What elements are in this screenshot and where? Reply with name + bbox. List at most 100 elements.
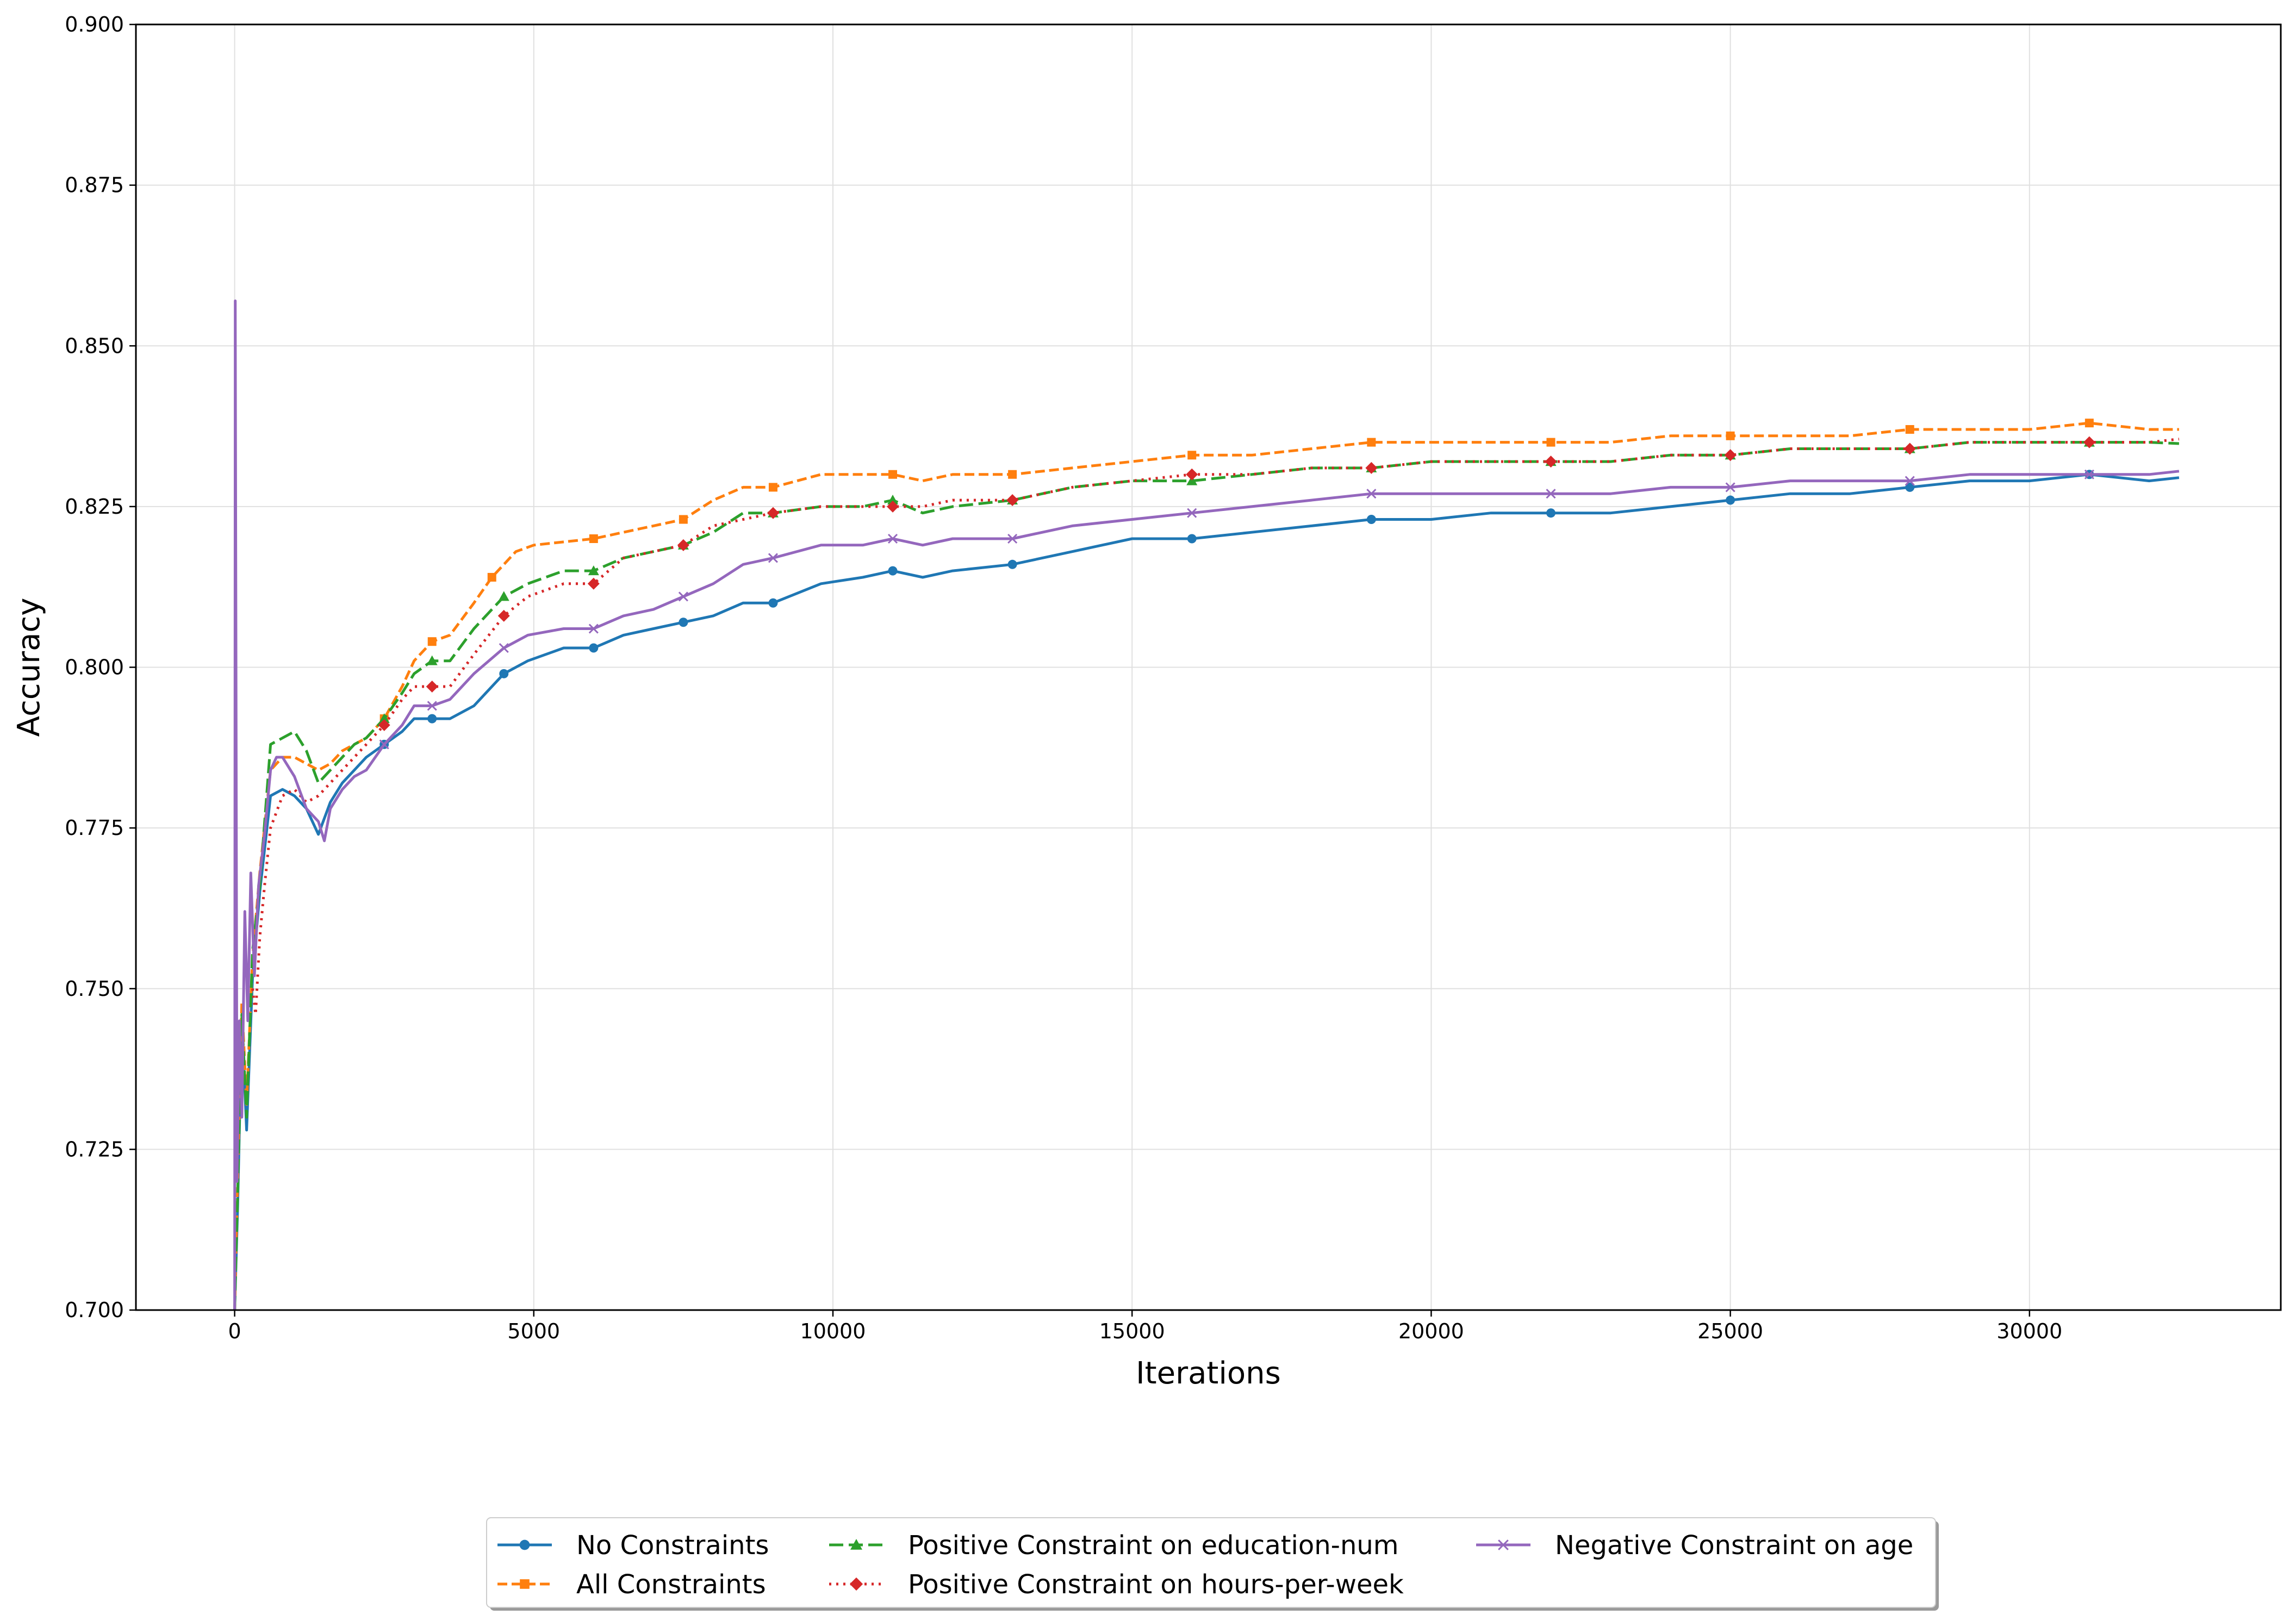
x-tick-label: 15000	[1099, 1319, 1165, 1343]
data-point	[1546, 489, 1556, 499]
x-tick-label: 20000	[1398, 1319, 1464, 1343]
data-point	[887, 495, 899, 505]
y-tick-label: 0.850	[65, 334, 124, 358]
data-point	[767, 507, 779, 519]
data-point	[1365, 462, 1378, 474]
series-line	[233, 300, 2180, 1311]
y-tick-label: 0.875	[65, 173, 124, 197]
legend-entry: All Constraints	[497, 1569, 766, 1600]
legend-entry: No Constraints	[497, 1530, 769, 1561]
x-tick-label: 25000	[1697, 1319, 1763, 1343]
data-point	[2084, 469, 2094, 479]
series-layer	[233, 300, 2180, 1311]
series-5	[233, 300, 2180, 1311]
data-point	[487, 572, 496, 582]
data-point	[1905, 482, 1915, 492]
data-point	[679, 515, 688, 524]
y-tick-label: 0.825	[65, 495, 124, 519]
data-point	[1546, 438, 1555, 447]
y-tick-label: 0.725	[65, 1137, 124, 1161]
data-point	[1007, 559, 1017, 569]
data-point	[426, 655, 438, 665]
data-point	[768, 598, 778, 608]
legend-label: No Constraints	[576, 1530, 769, 1561]
data-point	[1725, 482, 1735, 492]
data-point	[1903, 442, 1916, 455]
legend-marker	[850, 1539, 862, 1550]
data-point	[1724, 449, 1737, 462]
series-line	[233, 473, 2180, 1311]
legend-box	[486, 1517, 1936, 1608]
x-axis-label: Iterations	[1136, 1356, 1281, 1391]
data-point	[887, 500, 899, 513]
legend-label: All Constraints	[576, 1569, 766, 1600]
data-point	[588, 624, 599, 634]
x-tick-label: 0	[228, 1319, 241, 1343]
data-point	[427, 714, 437, 724]
legend-entry: Negative Constraint on age	[1476, 1530, 1913, 1561]
x-tick-label: 10000	[800, 1319, 866, 1343]
series-line	[251, 438, 2180, 1016]
x-axis: 0 5000 10000 15000 20000 25000 30000	[228, 1310, 2062, 1343]
legend-entry: Positive Constraint on education-num	[829, 1530, 1399, 1561]
y-tick-label: 0.800	[65, 656, 124, 679]
legend-label: Positive Constraint on hours-per-week	[908, 1569, 1404, 1600]
data-point	[427, 637, 437, 646]
data-point	[499, 643, 509, 653]
data-point	[1545, 456, 1557, 468]
data-point	[589, 643, 599, 653]
data-point	[679, 618, 688, 627]
data-point	[497, 609, 510, 622]
data-point	[768, 553, 779, 563]
y-tick-label: 0.750	[65, 977, 124, 1001]
data-point	[426, 680, 438, 693]
y-axis: 0.700 0.725 0.750 0.775 0.800 0.825 0.850 0.875…	[65, 13, 136, 1322]
legend: No Constraints All Constraints Positive Co…	[486, 1517, 1939, 1611]
data-point	[1905, 476, 1915, 486]
data-point	[498, 591, 509, 601]
data-point	[1366, 489, 1377, 499]
data-point	[499, 669, 509, 678]
data-point	[1007, 533, 1018, 544]
legend-marker	[520, 1579, 530, 1589]
data-point	[768, 483, 777, 492]
data-point	[588, 565, 599, 576]
data-point	[1187, 534, 1197, 544]
data-point	[1186, 468, 1198, 481]
data-point	[1366, 515, 1376, 525]
data-point	[1367, 438, 1376, 447]
series-1	[233, 470, 2180, 1311]
data-point	[2083, 436, 2095, 448]
data-point	[1187, 451, 1197, 460]
x-tick-label: 30000	[1996, 1319, 2062, 1343]
series-line	[233, 421, 2179, 1311]
series-4	[251, 436, 2180, 1016]
data-point	[1008, 470, 1017, 479]
legend-marker	[1498, 1539, 1509, 1550]
legend-label: Positive Constraint on education-num	[908, 1530, 1399, 1561]
data-point	[378, 713, 390, 724]
y-tick-label: 0.700	[65, 1298, 124, 1322]
data-point	[2085, 419, 2094, 428]
legend-marker	[849, 1577, 863, 1591]
data-point	[1187, 508, 1197, 518]
data-point	[888, 470, 898, 479]
data-point	[1726, 495, 1735, 505]
y-tick-label: 0.900	[65, 13, 124, 36]
legend-label: Negative Constraint on age	[1555, 1530, 1913, 1561]
data-point	[1006, 494, 1019, 507]
data-point	[678, 591, 688, 602]
y-tick-label: 0.775	[65, 816, 124, 840]
data-point	[427, 701, 437, 711]
legend-marker	[519, 1539, 530, 1550]
data-point	[677, 539, 689, 551]
data-point	[589, 534, 598, 543]
y-axis-label: Accuracy	[11, 598, 47, 737]
data-point	[887, 533, 898, 544]
data-point	[379, 739, 389, 750]
data-point	[1726, 431, 1735, 440]
legend-entry: Positive Constraint on hours-per-week	[829, 1569, 1404, 1600]
data-point	[888, 566, 898, 576]
